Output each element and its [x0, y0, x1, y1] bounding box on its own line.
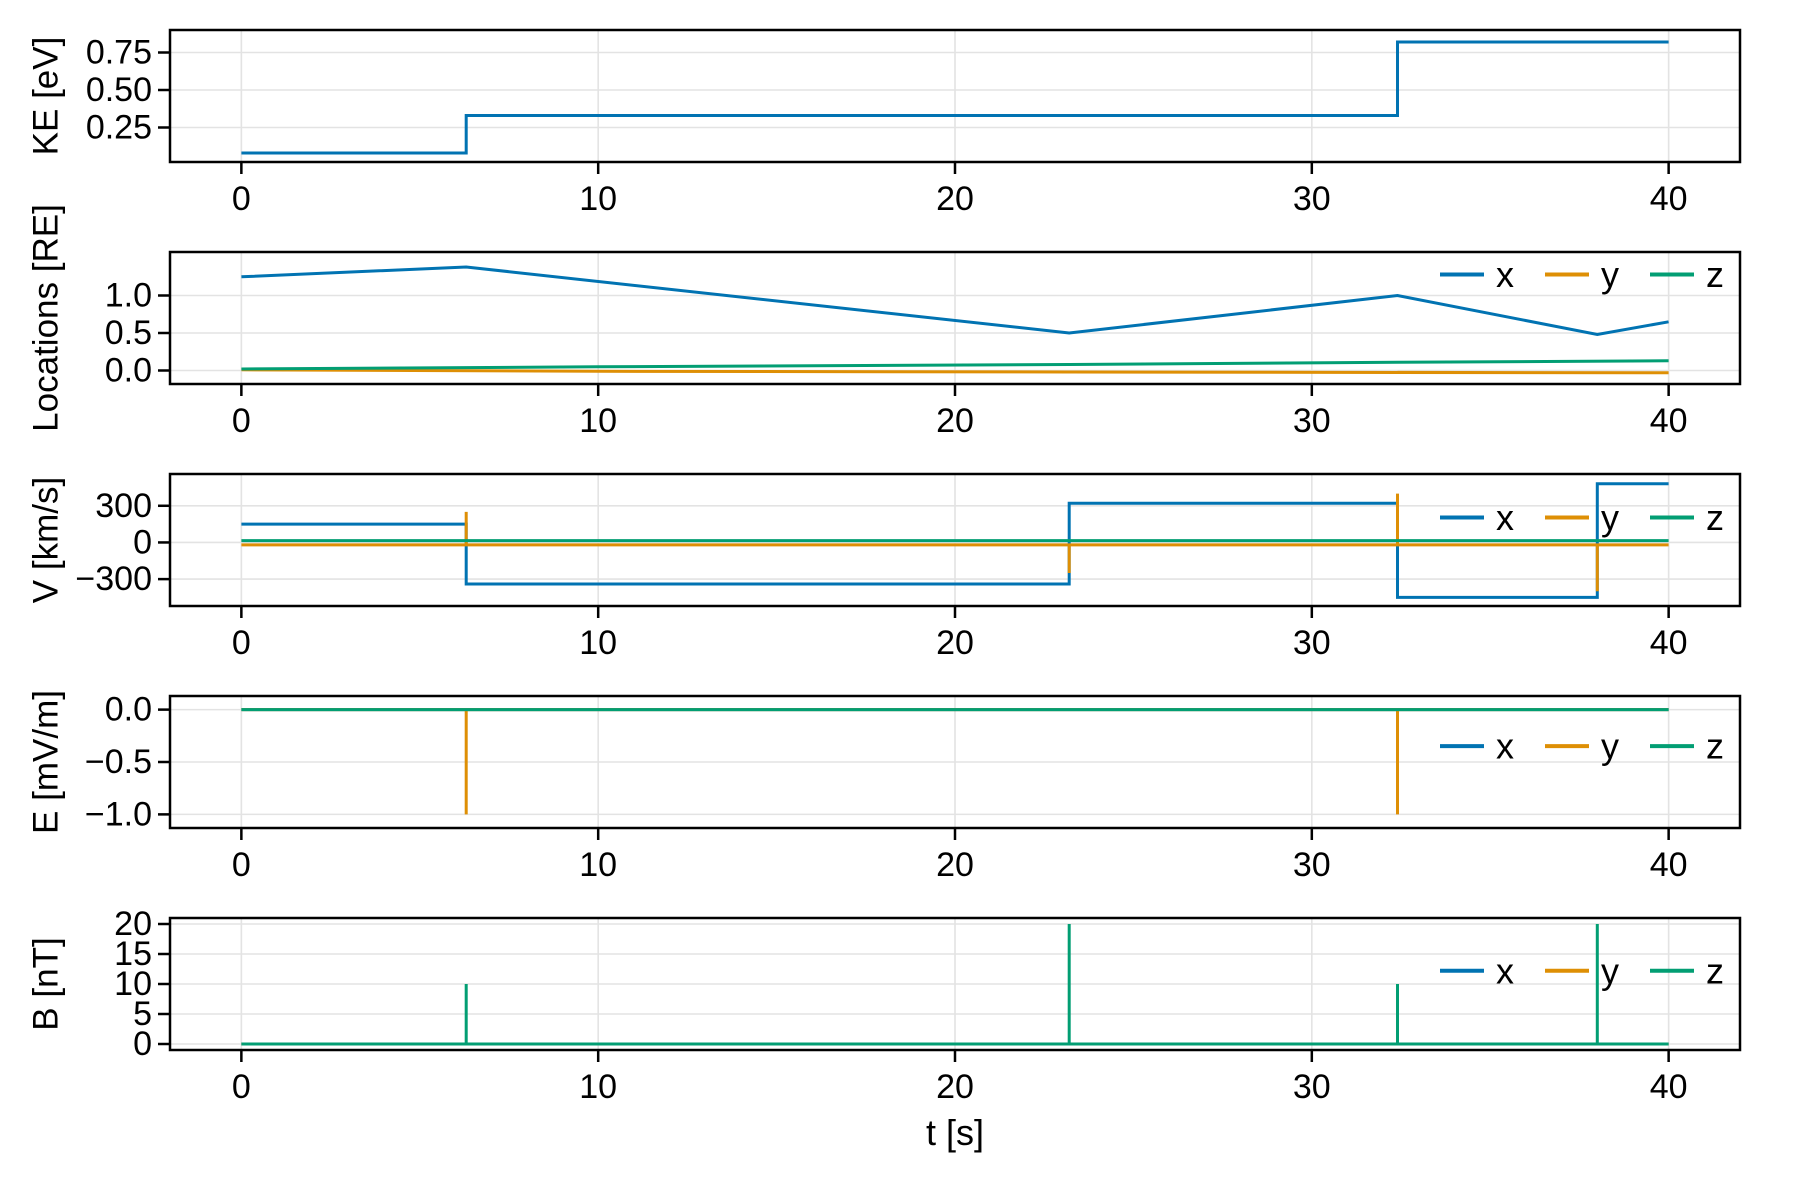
panel-e: 0.0 −0.5 −1.0 0 10 20 30 40 E [mV/m] x y z: [27, 690, 1742, 884]
y-tick-label: 15: [114, 935, 152, 973]
x-axis-title: t [s]: [925, 1112, 984, 1153]
legend-label-x: x: [1496, 254, 1514, 295]
x-tick-label: 20: [936, 180, 974, 218]
y-tick-label: 300: [95, 487, 152, 525]
x-tick-label: 0: [232, 1068, 251, 1106]
y-axis-title-e: E [mV/m]: [27, 690, 66, 834]
x-tick-label: 10: [579, 624, 617, 662]
x-tick-label: 10: [579, 402, 617, 440]
legend-label-z: z: [1706, 497, 1724, 538]
series-x-line: [241, 40, 1669, 155]
x-tick-label: 10: [579, 846, 617, 884]
x-tick-label: 30: [1293, 180, 1331, 218]
y-tick-label: 0.5: [105, 314, 152, 352]
x-tick-label: 10: [579, 1068, 617, 1106]
legend-label-x: x: [1496, 726, 1514, 767]
x-tick-label: 0: [232, 402, 251, 440]
series-z-line: [241, 924, 1669, 1046]
y-axis-title-v: V [km/s]: [27, 477, 66, 603]
x-tick-label: 20: [936, 846, 974, 884]
legend-label-z: z: [1706, 726, 1724, 767]
legend-label-y: y: [1601, 254, 1619, 295]
x-tick-label: 40: [1650, 1068, 1688, 1106]
y-tick-label: −300: [75, 560, 152, 598]
series-y-line: [241, 493, 1669, 592]
x-tick-label: 20: [936, 1068, 974, 1106]
x-tick-label: 20: [936, 624, 974, 662]
x-tick-label: 0: [232, 846, 251, 884]
x-tick-label: 0: [232, 624, 251, 662]
y-tick-label: −0.5: [85, 743, 152, 781]
panel-locations: 0.00.51.0 0 10 20 30 40 Locations [RE] x y z: [27, 204, 1742, 440]
y-axis-title-b: B [nT]: [27, 937, 66, 1030]
x-tick-label: 40: [1650, 624, 1688, 662]
x-tick-label: 40: [1650, 402, 1688, 440]
y-tick-label: 0: [133, 1025, 152, 1063]
x-tick-label: 10: [579, 180, 617, 218]
x-tick-label: 0: [232, 180, 251, 218]
y-axis-title-locations: Locations [RE]: [27, 204, 66, 432]
legend-label-x: x: [1496, 950, 1514, 991]
y-tick-label: 0.0: [105, 691, 152, 729]
y-tick-label: 0.75: [86, 34, 152, 72]
legend-label-y: y: [1601, 497, 1619, 538]
x-tick-label: 30: [1293, 1068, 1331, 1106]
legend-label-z: z: [1706, 254, 1724, 295]
series-z-line: [241, 359, 1669, 371]
y-tick-label: 10: [114, 965, 152, 1003]
legend-label-z: z: [1706, 950, 1724, 991]
y-tick-label: 0.25: [86, 109, 152, 147]
x-tick-label: 20: [936, 402, 974, 440]
x-tick-label: 30: [1293, 624, 1331, 662]
x-tick-label: 40: [1650, 180, 1688, 218]
y-tick-label: 20: [114, 905, 152, 943]
panel-ke: 0.250.500.75 0 10 20 30 40 KE [eV]: [27, 28, 1742, 218]
y-tick-label: 0: [133, 523, 152, 561]
legend-label-x: x: [1496, 497, 1514, 538]
y-tick-label: 5: [133, 995, 152, 1033]
legend-label-y: y: [1601, 950, 1619, 991]
y-tick-label: −1.0: [85, 795, 152, 833]
x-tick-label: 30: [1293, 402, 1331, 440]
x-tick-label: 30: [1293, 846, 1331, 884]
y-tick-label: 0.0: [105, 352, 152, 390]
series-x-line: [241, 265, 1669, 337]
series-y-line: [241, 368, 1669, 375]
y-tick-label: 1.0: [105, 277, 152, 315]
y-tick-label: 0.50: [86, 71, 152, 109]
y-axis-title-ke: KE [eV]: [27, 37, 66, 156]
legend-label-y: y: [1601, 726, 1619, 767]
x-tick-label: 40: [1650, 846, 1688, 884]
